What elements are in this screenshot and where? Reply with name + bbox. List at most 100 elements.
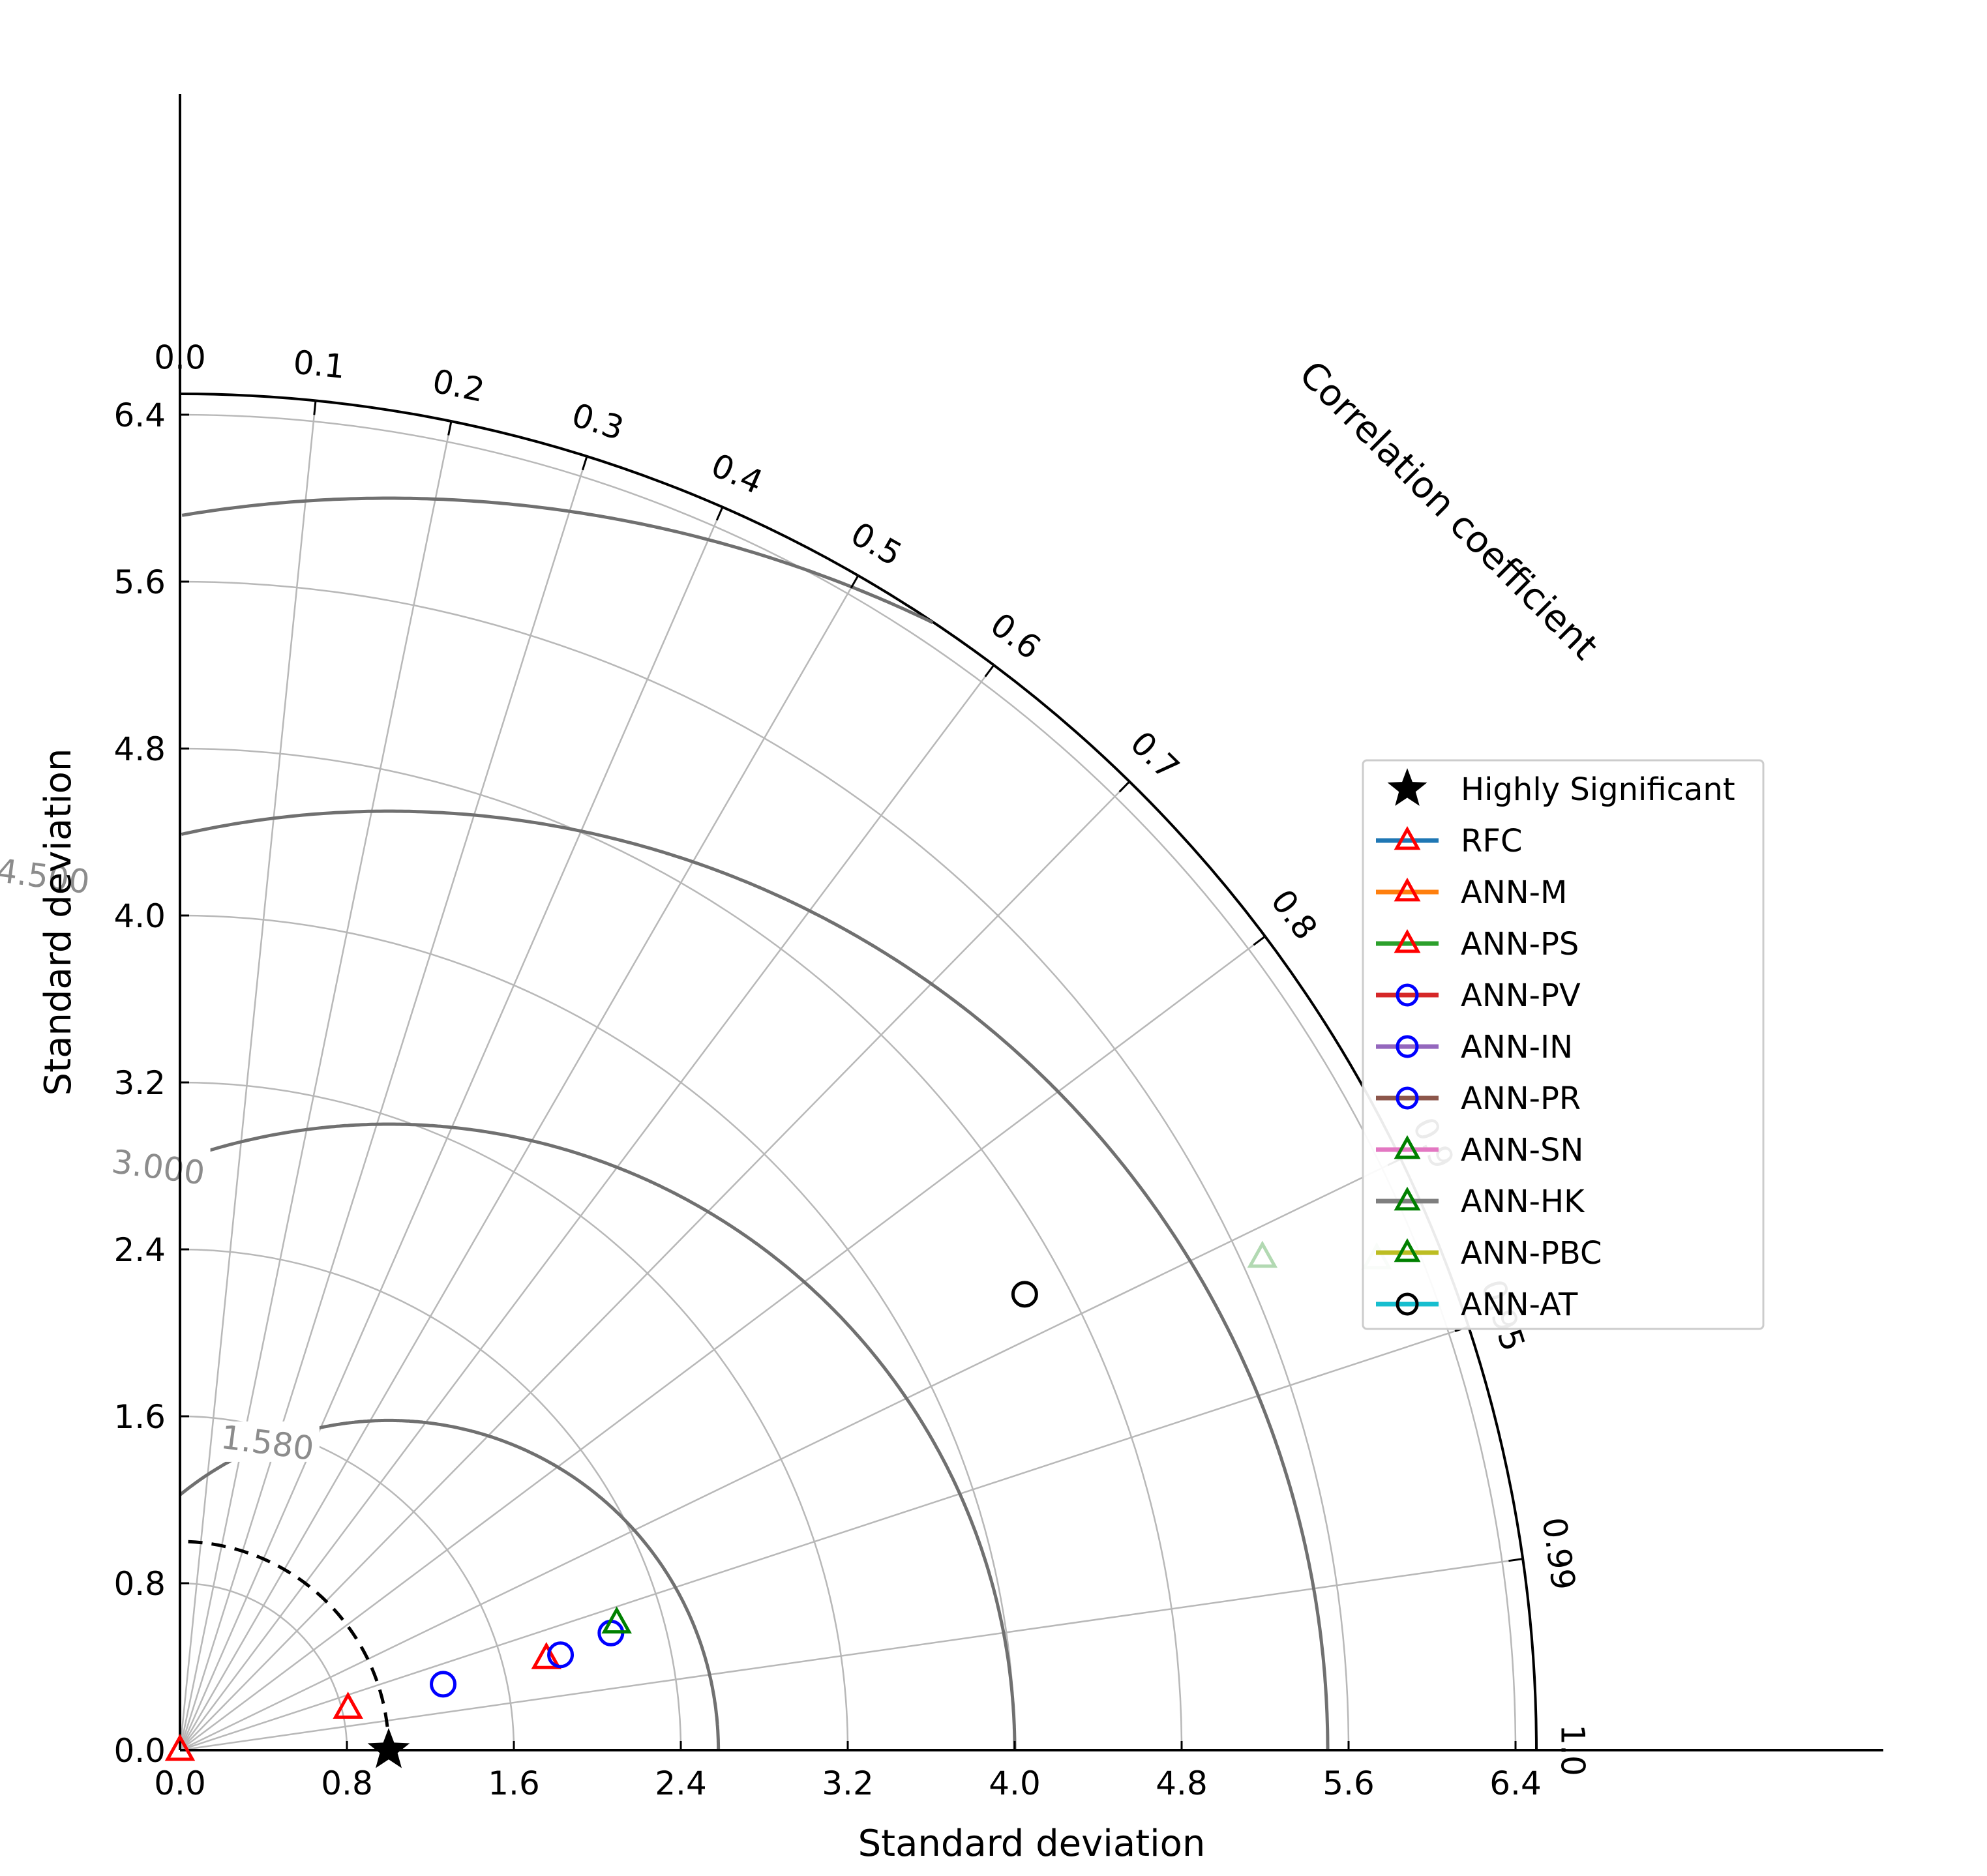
correlation-tick-label: 0.2 (429, 362, 488, 409)
data-points (164, 1240, 1392, 1768)
x-tick-label: 6.4 (1489, 1764, 1542, 1802)
legend-marker (1394, 1238, 1421, 1262)
correlation-tick-label: 0.6 (983, 606, 1047, 667)
correlation-tick-mark (850, 574, 859, 589)
correlation-grid-line (179, 421, 453, 1751)
legend-marker (1396, 1292, 1419, 1316)
correlation-tick-mark (1253, 935, 1266, 946)
rms-contour (179, 1418, 721, 1750)
legend-label: ANN-PR (1461, 1080, 1581, 1117)
legend-label: ANN-PBC (1461, 1235, 1602, 1272)
x-tick-label: 3.2 (822, 1764, 874, 1802)
x-axis-label: Standard deviation (858, 1823, 1206, 1865)
rms-contour-label-bg (215, 1421, 320, 1462)
reference-std-arc (179, 1540, 391, 1751)
correlation-tick-label: 0.99 (1535, 1515, 1583, 1592)
reference-star (367, 1728, 410, 1768)
correlation-tick-mark (447, 421, 453, 436)
legend-label: ANN-AT (1461, 1287, 1578, 1323)
y-tick-label: 0.0 (113, 1732, 166, 1770)
legend-marker-reference (1387, 768, 1427, 806)
axes (179, 94, 1883, 1751)
correlation-grid-line (179, 1558, 1523, 1751)
correlation-tick-label: 1.0 (1554, 1724, 1592, 1776)
legend-label: ANN-IN (1461, 1029, 1573, 1065)
rms-contour-label-bg (0, 855, 95, 896)
std-grid-arc (179, 747, 1183, 1751)
x-tick-label: 4.8 (1156, 1764, 1208, 1802)
legend-label: Highly Significant (1461, 771, 1735, 808)
y-tick-label: 1.6 (113, 1398, 166, 1436)
std-grid-arc (179, 1582, 348, 1751)
std-grid-arc (179, 1248, 682, 1751)
point-ann-m (333, 1691, 363, 1719)
legend-label: ANN-SN (1461, 1132, 1583, 1169)
rms-contour (181, 1122, 1017, 1750)
x-tick-label: 4.0 (989, 1764, 1041, 1802)
correlation-outer-arc (179, 393, 1538, 1751)
correlation-tick-label: 0.7 (1123, 724, 1186, 787)
legend-marker (1396, 1035, 1419, 1058)
point-ann-hk (1247, 1240, 1278, 1268)
point-ann-at (1011, 1281, 1038, 1308)
point-rfc (164, 1733, 196, 1761)
correlation-tick-label: 0.1 (291, 343, 347, 386)
correlation-tick-mark (581, 456, 588, 471)
correlation-grid-line (179, 456, 588, 1751)
x-tick-label: 0.8 (321, 1764, 373, 1802)
legend-label: ANN-PV (1461, 977, 1581, 1014)
std-grid-arc (179, 1081, 849, 1751)
legend-frame (1362, 759, 1765, 1330)
y-tick-label: 3.2 (113, 1064, 166, 1102)
legend-marker (1394, 877, 1421, 902)
y-tick-label: 6.4 (113, 396, 166, 434)
correlation-tick-label: 0.3 (567, 396, 628, 447)
legend-marker (1394, 1186, 1421, 1211)
correlation-tick-label: 0.4 (706, 446, 768, 501)
x-tick-label: 2.4 (655, 1764, 707, 1802)
correlation-tick-mark (1508, 1558, 1523, 1562)
legend-label: RFC (1461, 823, 1522, 859)
y-tick-label: 2.4 (113, 1231, 166, 1269)
correlation-grid-line (179, 400, 317, 1751)
grid-lines (179, 393, 1538, 1751)
correlation-tick-label: 0.5 (844, 515, 908, 574)
x-tick-label: 5.6 (1322, 1764, 1375, 1802)
std-grid-arc (179, 580, 1350, 1751)
legend-label: ANN-M (1461, 874, 1567, 911)
point-ann-in (547, 1641, 575, 1669)
legend-label: ANN-HK (1461, 1184, 1585, 1220)
x-tick-label: 0.0 (154, 1764, 206, 1802)
legend-marker (1396, 1086, 1419, 1110)
correlation-tick-mark (984, 664, 995, 677)
legend-label: ANN-PS (1461, 926, 1579, 962)
rms-contour-label-bg (106, 1146, 211, 1187)
correlation-grid-line (179, 664, 994, 1751)
rms-contour (181, 809, 1330, 1750)
correlation-grid-line (179, 575, 859, 1751)
correlation-grid-line (179, 781, 1130, 1751)
legend-marker (1396, 983, 1419, 1007)
legend-marker (1394, 826, 1421, 850)
correlation-grid-line (179, 936, 1266, 1751)
correlation-tick-label: 0.0 (154, 339, 206, 377)
correlation-grid-line (179, 1158, 1401, 1751)
y-tick-label: 5.6 (113, 563, 166, 601)
rms-contour (181, 496, 934, 624)
correlation-arc-label: Correlation coefficient (1291, 353, 1606, 668)
x-tick-label: 1.6 (488, 1764, 540, 1802)
std-grid-arc (179, 914, 1016, 1751)
y-tick-label: 4.0 (113, 897, 166, 935)
correlation-tick-label: 0.8 (1263, 882, 1324, 946)
point-ann-ps (531, 1642, 562, 1669)
correlation-tick-mark (715, 507, 724, 521)
point-ann-sn (601, 1606, 632, 1634)
legend: Highly Significant RFC ANN-M ANN-PS ANN-PV AN… (1362, 759, 1765, 1330)
y-tick-label: 0.8 (113, 1565, 166, 1603)
correlation-grid-line (179, 1326, 1469, 1751)
legend-marker (1394, 929, 1421, 953)
y-axis-label: Standard deviation (37, 749, 80, 1096)
correlation-tick-mark (313, 400, 317, 415)
